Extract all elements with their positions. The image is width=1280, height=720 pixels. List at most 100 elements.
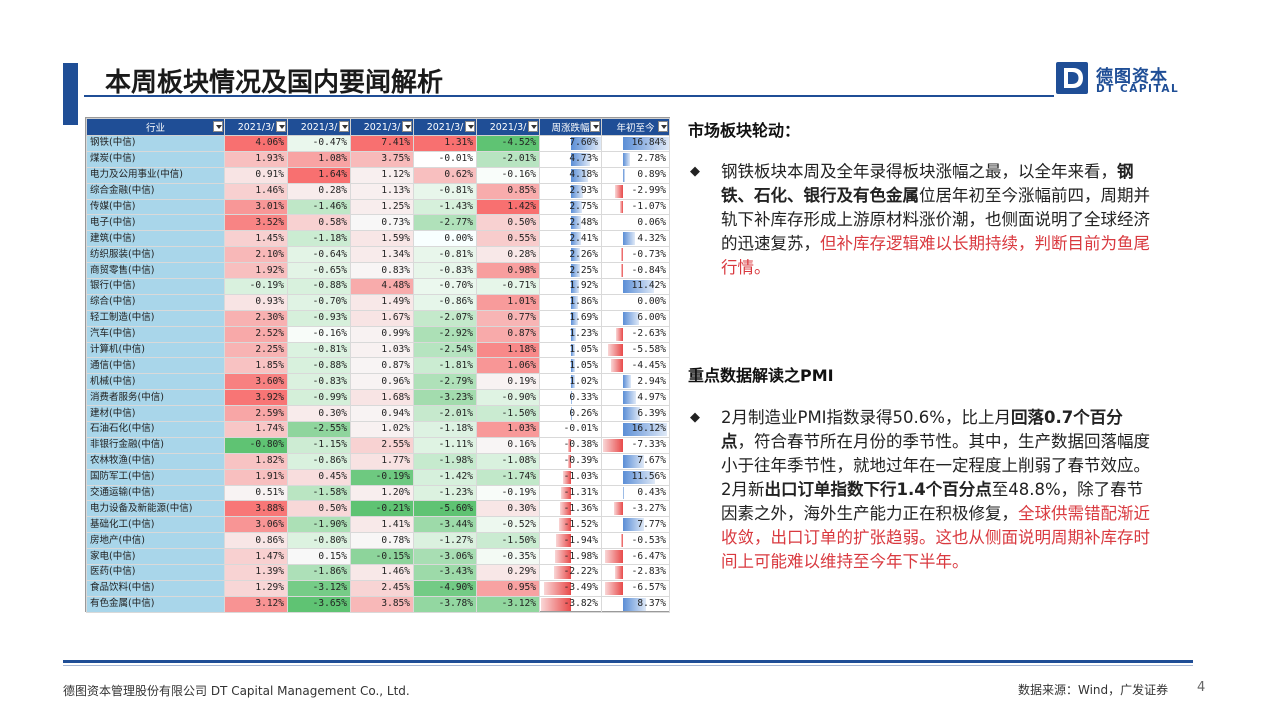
daily-change-cell: 0.16% <box>476 436 540 454</box>
data-bar <box>620 264 623 278</box>
data-bar <box>603 438 623 452</box>
daily-change-cell: 1.08% <box>287 150 351 168</box>
table-row: 建材(中信) 2.59% 0.30% 0.94% -2.01% -1.50% 0.26% 6.… <box>86 405 670 423</box>
daily-change-cell: -1.42% <box>413 468 477 486</box>
data-bar <box>559 518 571 532</box>
daily-change-cell: -0.70% <box>413 278 477 295</box>
weekly-change-cell: -3.82% <box>539 595 602 613</box>
cell-value: -1.07% <box>631 201 666 212</box>
column-header[interactable]: 2021/3/ <box>350 118 414 136</box>
filter-dropdown-icon[interactable] <box>402 121 412 132</box>
data-bar <box>553 566 571 579</box>
cell-value: 1.23% <box>569 328 598 340</box>
daily-change-cell: 3.01% <box>224 198 288 216</box>
cell-value: 2.93% <box>569 185 598 197</box>
weekly-change-cell: 4.18% <box>539 166 602 184</box>
table-row: 银行(中信) -0.19% -0.88% 4.48% -0.70% -0.71% 1.92%… <box>86 278 670 295</box>
cell-value: 4.18% <box>569 169 598 181</box>
ytd-change-cell: -2.63% <box>601 325 670 343</box>
ytd-change-cell: 6.00% <box>601 309 670 327</box>
daily-change-cell: 1.25% <box>350 198 414 216</box>
data-bar <box>607 343 623 357</box>
column-header[interactable]: 2021/3/ <box>413 118 477 136</box>
table-header-row: 行业 2021/3/2021/3/2021/3/2021/3/2021/3/周涨跌… <box>86 118 670 136</box>
daily-change-cell: 0.95% <box>476 579 540 597</box>
daily-change-cell: 0.86% <box>224 532 288 550</box>
industry-name: 通信(中信) <box>86 357 225 375</box>
text-red-segment: 全球供需错配渐近收敛，出口订单的扩张趋弱。这也从侧面说明周期补库存时间上可能难以… <box>721 504 1150 571</box>
weekly-change-cell: 2.93% <box>539 182 602 200</box>
daily-change-cell: 3.88% <box>224 500 288 518</box>
table-row: 煤炭(中信) 1.93% 1.08% 3.75% -0.01% -2.01% 4.73% 2.… <box>86 150 670 168</box>
daily-change-cell: -4.52% <box>476 135 540 152</box>
daily-change-cell: -1.27% <box>413 532 477 550</box>
filter-dropdown-icon[interactable] <box>339 121 349 132</box>
industry-name: 银行(中信) <box>86 278 225 295</box>
column-header[interactable]: 周涨跌幅 <box>539 118 602 136</box>
cell-value: -5.58% <box>631 344 666 356</box>
weekly-change-cell: -1.94% <box>539 532 602 550</box>
filter-dropdown-icon[interactable] <box>590 121 600 132</box>
daily-change-cell: -1.46% <box>287 198 351 216</box>
data-bar <box>560 502 571 516</box>
cell-value: 1.86% <box>569 296 598 308</box>
bullet-market-text: 钢铁板块本周及全年录得板块涨幅之最，以全年来看，钢铁、石化、银行及有色金属位居年… <box>721 160 1151 280</box>
daily-change-cell: -0.88% <box>287 357 351 375</box>
data-bar <box>610 359 623 373</box>
ytd-change-cell: 8.37% <box>601 595 670 613</box>
daily-change-cell: 0.78% <box>350 532 414 550</box>
column-header[interactable]: 2021/3/ <box>287 118 351 136</box>
daily-change-cell: 1.06% <box>476 357 540 375</box>
filter-dropdown-icon[interactable] <box>213 121 223 132</box>
daily-change-cell: -0.86% <box>287 452 351 470</box>
daily-change-cell: -0.71% <box>476 278 540 295</box>
weekly-change-cell: -1.52% <box>539 516 602 534</box>
weekly-change-cell: 7.60% <box>539 135 602 152</box>
ytd-change-cell: -2.99% <box>601 182 670 200</box>
data-bar <box>605 581 623 595</box>
column-header-label: 2021/3/ <box>237 121 275 133</box>
column-header[interactable]: 2021/3/ <box>224 118 288 136</box>
data-bar <box>622 391 637 405</box>
industry-name: 农林牧渔(中信) <box>86 452 225 470</box>
data-bar <box>571 152 590 166</box>
column-header[interactable]: 年初至今 <box>601 118 670 136</box>
daily-change-cell: -0.19% <box>224 278 288 295</box>
page-number: 4 <box>1197 680 1206 695</box>
filter-dropdown-icon[interactable] <box>465 121 475 132</box>
cell-value: -0.53% <box>631 534 666 546</box>
table-row: 基础化工(中信) 3.06% -1.90% 1.41% -3.44% -0.52% -1.5… <box>86 516 670 534</box>
data-bar <box>571 375 576 389</box>
daily-change-cell: 0.30% <box>476 500 540 518</box>
data-bar <box>571 248 580 262</box>
daily-change-cell: 1.12% <box>350 166 414 184</box>
daily-change-cell: 3.85% <box>350 595 414 613</box>
cell-value: 8.37% <box>637 598 666 610</box>
daily-change-cell: 0.87% <box>476 325 540 343</box>
filter-dropdown-icon[interactable] <box>528 121 538 132</box>
data-bar <box>571 264 580 278</box>
industry-name: 有色金属(中信) <box>86 595 225 613</box>
cell-value: 6.39% <box>637 407 666 419</box>
filter-dropdown-icon[interactable] <box>658 121 668 132</box>
daily-change-cell: -0.52% <box>476 516 540 534</box>
table-row: 建筑(中信) 1.45% -1.18% 1.59% 0.00% 0.55% 2.41% 4.3… <box>86 230 670 248</box>
table-row: 交通运输(中信) 0.51% -1.58% 1.20% -1.23% -0.19% -1.3… <box>86 484 670 502</box>
data-bar <box>622 311 640 325</box>
data-bar <box>571 137 601 150</box>
cell-value: 6.00% <box>637 312 666 324</box>
daily-change-cell: -0.81% <box>413 246 477 264</box>
text-segment: 钢铁板块本周及全年录得板块涨幅之最，以全年来看， <box>721 162 1117 181</box>
daily-change-cell: 0.93% <box>224 293 288 311</box>
daily-change-cell: -2.07% <box>413 309 477 327</box>
industry-name: 房地产(中信) <box>86 532 225 550</box>
column-header[interactable]: 行业 <box>86 118 225 136</box>
column-header-label: 2021/3/ <box>489 121 527 133</box>
filter-dropdown-icon[interactable] <box>276 121 286 132</box>
daily-change-cell: -1.86% <box>287 564 351 581</box>
daily-change-cell: 1.41% <box>350 516 414 534</box>
industry-name: 电子(中信) <box>86 214 225 232</box>
data-bar <box>571 327 576 341</box>
table-row: 综合(中信) 0.93% -0.70% 1.49% -0.86% 1.01% 1.86% 0.… <box>86 293 670 311</box>
column-header[interactable]: 2021/3/ <box>476 118 540 136</box>
